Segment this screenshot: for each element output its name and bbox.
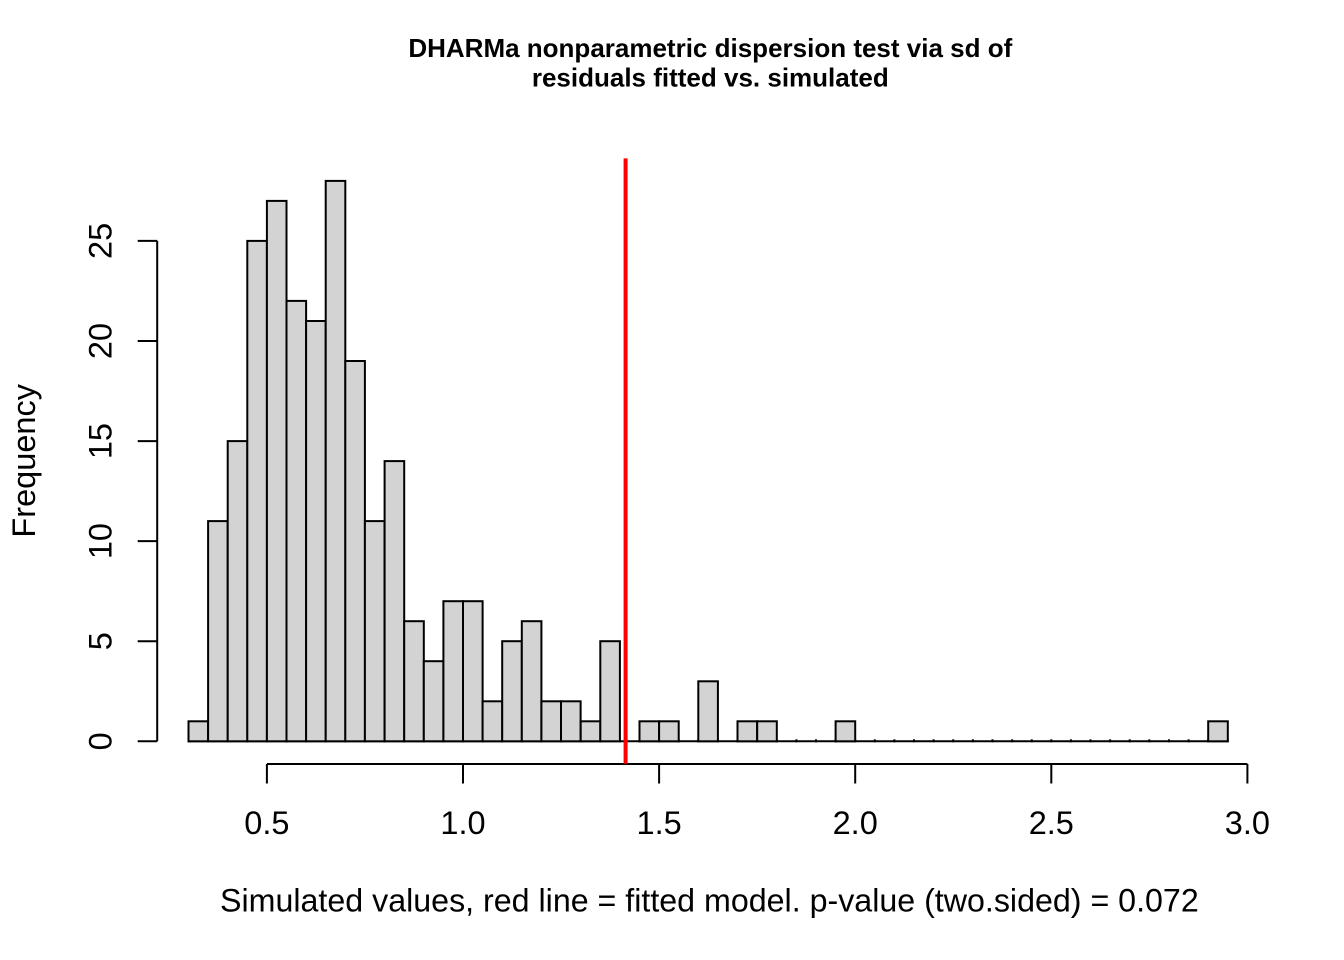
svg-text:20: 20 xyxy=(83,323,119,359)
svg-text:Frequency: Frequency xyxy=(6,383,42,537)
svg-text:3.0: 3.0 xyxy=(1225,805,1270,841)
svg-text:0.5: 0.5 xyxy=(244,805,289,841)
svg-text:residuals fitted vs. simulated: residuals fitted vs. simulated xyxy=(532,62,889,92)
svg-text:Simulated values, red line = f: Simulated values, red line = fitted mode… xyxy=(220,882,1199,918)
svg-text:15: 15 xyxy=(83,423,119,459)
svg-text:2.0: 2.0 xyxy=(833,805,878,841)
svg-text:2.5: 2.5 xyxy=(1029,805,1074,841)
svg-text:1.0: 1.0 xyxy=(440,805,485,841)
svg-text:10: 10 xyxy=(83,523,119,559)
svg-text:25: 25 xyxy=(83,223,119,259)
svg-text:0: 0 xyxy=(83,732,119,750)
svg-text:5: 5 xyxy=(83,632,119,650)
svg-text:DHARMa nonparametric dispersio: DHARMa nonparametric dispersion test via… xyxy=(408,33,1012,63)
svg-text:1.5: 1.5 xyxy=(637,805,682,841)
